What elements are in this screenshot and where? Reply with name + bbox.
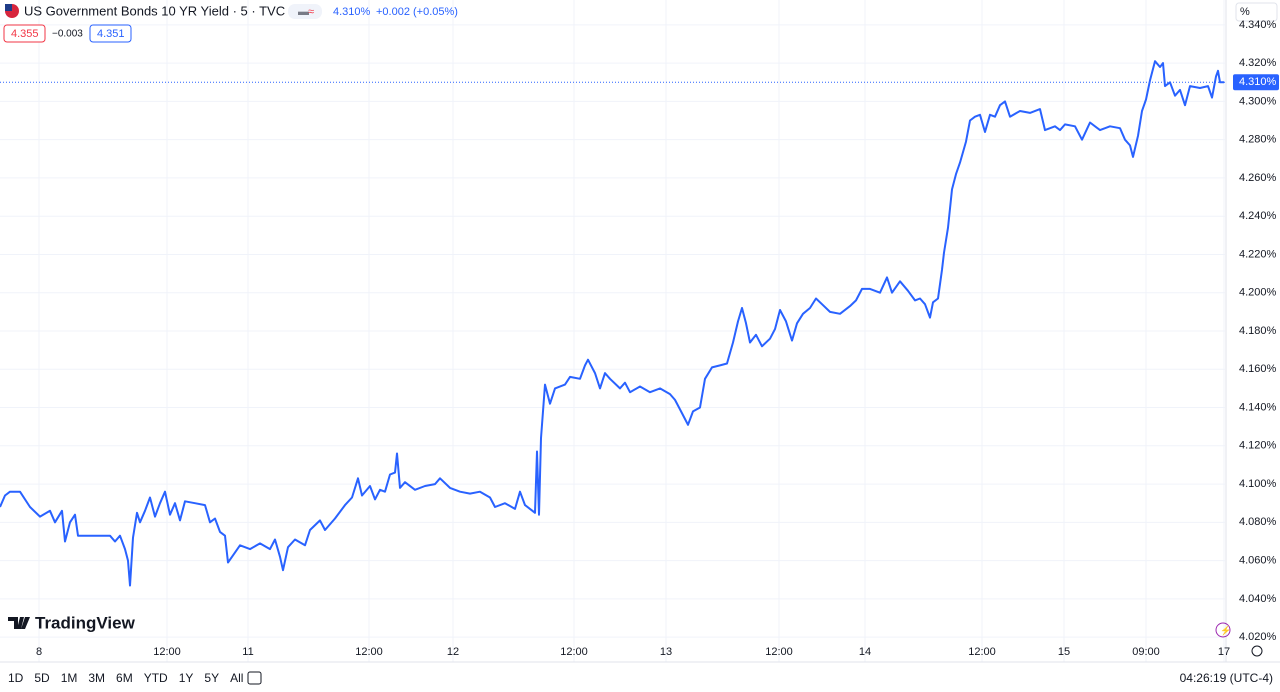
y-tick-label: 4.040% bbox=[1239, 593, 1277, 605]
y-tick-label: 4.300% bbox=[1239, 95, 1277, 107]
header-price: 4.310% bbox=[333, 6, 371, 18]
x-tick-label: 11 bbox=[242, 646, 253, 658]
x-tick-label: 12:00 bbox=[560, 646, 588, 658]
y-tick-label: 4.020% bbox=[1239, 631, 1277, 643]
y-tick-label: 4.280% bbox=[1239, 134, 1277, 146]
scale-mode[interactable]: % bbox=[1240, 6, 1250, 18]
range-button[interactable]: 1D bbox=[8, 671, 24, 685]
status-icon: ▬ bbox=[298, 6, 309, 18]
y-tick-label: 4.200% bbox=[1239, 287, 1277, 299]
header-change: +0.002 (+0.05%) bbox=[376, 6, 458, 18]
price-line bbox=[0, 60, 1224, 587]
alert-icon[interactable] bbox=[1215, 622, 1231, 638]
y-tick-label: 4.180% bbox=[1239, 325, 1277, 337]
x-tick-label: 09:00 bbox=[1132, 646, 1160, 658]
y-tick-label: 4.120% bbox=[1239, 440, 1277, 452]
y-tick-label: 4.160% bbox=[1239, 363, 1277, 375]
x-tick-label: 17 bbox=[1218, 646, 1230, 658]
clock: 04:26:19 (UTC-4) bbox=[1180, 671, 1273, 685]
symbol-title: US Government Bonds 10 YR Yield · 5 · TV… bbox=[24, 3, 285, 18]
y-tick-label: 4.320% bbox=[1239, 57, 1277, 69]
spread: −0.003 bbox=[52, 29, 83, 40]
ask-box[interactable] bbox=[89, 24, 132, 43]
range-button[interactable]: All bbox=[230, 671, 243, 685]
x-tick-label: 15 bbox=[1058, 646, 1070, 658]
x-tick-label: 12:00 bbox=[765, 646, 793, 658]
ask[interactable]: 4.351 bbox=[97, 28, 125, 40]
x-tick-label: 12:00 bbox=[153, 646, 181, 658]
bid-box[interactable] bbox=[3, 24, 46, 43]
last-price-label: 4.310% bbox=[1239, 76, 1277, 88]
calendar-icon[interactable] bbox=[247, 671, 262, 685]
y-tick-label: 4.240% bbox=[1239, 210, 1277, 222]
y-tick-label: 4.140% bbox=[1239, 401, 1277, 413]
x-tick-label: 14 bbox=[859, 646, 871, 658]
settings-icon[interactable] bbox=[1251, 645, 1263, 657]
range-button[interactable]: 1Y bbox=[179, 671, 194, 685]
status-badge bbox=[288, 4, 322, 19]
last-price-box bbox=[1233, 74, 1279, 91]
range-button[interactable]: 5D bbox=[34, 671, 50, 685]
brand-logo bbox=[8, 617, 30, 629]
x-tick-label: 13 bbox=[660, 646, 672, 658]
range-button[interactable]: YTD bbox=[144, 671, 168, 685]
y-tick-label: 4.080% bbox=[1239, 516, 1277, 528]
status-icon: ≈ bbox=[308, 6, 314, 18]
y-tick-label: 4.100% bbox=[1239, 478, 1277, 490]
y-tick-label: 4.060% bbox=[1239, 555, 1277, 567]
y-tick-label: 4.340% bbox=[1239, 19, 1277, 31]
flag-canton bbox=[5, 4, 12, 11]
brand: TradingView bbox=[35, 613, 136, 632]
bid[interactable]: 4.355 bbox=[11, 28, 39, 40]
y-tick-label: 4.220% bbox=[1239, 248, 1277, 260]
x-tick-label: 12:00 bbox=[968, 646, 996, 658]
alert-glyph[interactable]: ⚡ bbox=[1220, 624, 1231, 636]
scale-mode-box[interactable] bbox=[1235, 2, 1278, 22]
range-button[interactable]: 6M bbox=[116, 671, 133, 685]
x-tick-label: 8 bbox=[36, 646, 42, 658]
x-tick-label: 12:00 bbox=[355, 646, 383, 658]
range-button[interactable]: 1M bbox=[61, 671, 78, 685]
range-button[interactable]: 3M bbox=[88, 671, 105, 685]
x-tick-label: 12 bbox=[447, 646, 459, 658]
range-button[interactable]: 5Y bbox=[204, 671, 219, 685]
y-tick-label: 4.260% bbox=[1239, 172, 1277, 184]
